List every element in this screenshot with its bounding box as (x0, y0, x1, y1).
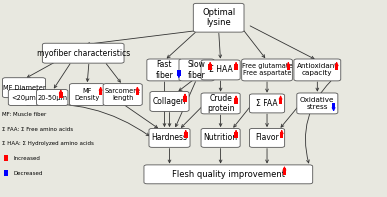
FancyBboxPatch shape (249, 94, 284, 113)
FancyBboxPatch shape (36, 89, 68, 106)
Bar (235, 98, 238, 104)
FancyBboxPatch shape (150, 91, 189, 112)
Bar (99, 89, 102, 95)
Bar (59, 92, 63, 98)
Bar (235, 64, 238, 70)
FancyBboxPatch shape (2, 78, 46, 98)
FancyBboxPatch shape (201, 60, 240, 80)
Text: MF: Muscle fiber: MF: Muscle fiber (2, 112, 46, 117)
Text: Fast
fiber: Fast fiber (156, 60, 173, 80)
FancyBboxPatch shape (201, 93, 240, 114)
FancyBboxPatch shape (9, 89, 40, 106)
Text: Σ HAA: Σ HAA (209, 65, 233, 74)
Text: Decreased: Decreased (14, 171, 43, 176)
Bar (177, 70, 181, 76)
Text: Optimal
lysine: Optimal lysine (202, 8, 235, 27)
Bar (4, 170, 8, 176)
Text: Nutrition: Nutrition (204, 133, 238, 142)
Text: Flesh quality improvement: Flesh quality improvement (172, 170, 285, 179)
Bar (286, 64, 290, 70)
Bar (279, 98, 283, 104)
Text: Free glutamate
Free aspartate: Free glutamate Free aspartate (242, 63, 292, 76)
Text: Crude
protein: Crude protein (207, 94, 235, 113)
Text: <20μm: <20μm (12, 95, 36, 100)
FancyBboxPatch shape (201, 128, 240, 147)
Text: Σ HAA: Σ Hydrolyzed amino acids: Σ HAA: Σ Hydrolyzed amino acids (2, 141, 94, 146)
Bar (135, 89, 139, 95)
Text: Antioxidant
capacity: Antioxidant capacity (297, 63, 338, 76)
Text: Increased: Increased (14, 156, 40, 161)
FancyBboxPatch shape (193, 3, 244, 32)
Bar (209, 64, 212, 70)
FancyBboxPatch shape (149, 128, 190, 147)
Bar (283, 168, 286, 175)
Text: Hardness: Hardness (151, 133, 188, 142)
Bar (280, 132, 283, 138)
FancyBboxPatch shape (249, 128, 284, 147)
FancyBboxPatch shape (147, 59, 182, 81)
Bar (335, 64, 338, 70)
FancyBboxPatch shape (42, 43, 124, 63)
Bar (184, 132, 187, 138)
FancyBboxPatch shape (70, 84, 104, 106)
FancyBboxPatch shape (103, 84, 142, 106)
FancyBboxPatch shape (294, 59, 341, 81)
Text: Σ FAA: Σ Free amino acids: Σ FAA: Σ Free amino acids (2, 126, 73, 132)
Text: myofiber characteristics: myofiber characteristics (37, 49, 130, 58)
Text: 20-50μm: 20-50μm (37, 95, 67, 100)
FancyBboxPatch shape (241, 59, 293, 81)
Text: Oxidative
stress: Oxidative stress (300, 97, 335, 110)
Text: Flavor: Flavor (255, 133, 279, 142)
Text: MF Diameter: MF Diameter (3, 85, 45, 91)
FancyBboxPatch shape (144, 165, 313, 184)
Bar (235, 132, 238, 138)
Text: MF
Density: MF Density (74, 88, 100, 101)
Text: Sarcomere
length: Sarcomere length (104, 88, 141, 101)
Text: Slow
fiber: Slow fiber (188, 60, 205, 80)
Text: Σ FAA: Σ FAA (256, 99, 278, 108)
Text: Collagen: Collagen (153, 97, 186, 106)
Bar (4, 155, 8, 161)
Bar (183, 96, 187, 102)
Bar (332, 103, 335, 109)
FancyBboxPatch shape (179, 59, 214, 81)
FancyBboxPatch shape (297, 93, 338, 114)
